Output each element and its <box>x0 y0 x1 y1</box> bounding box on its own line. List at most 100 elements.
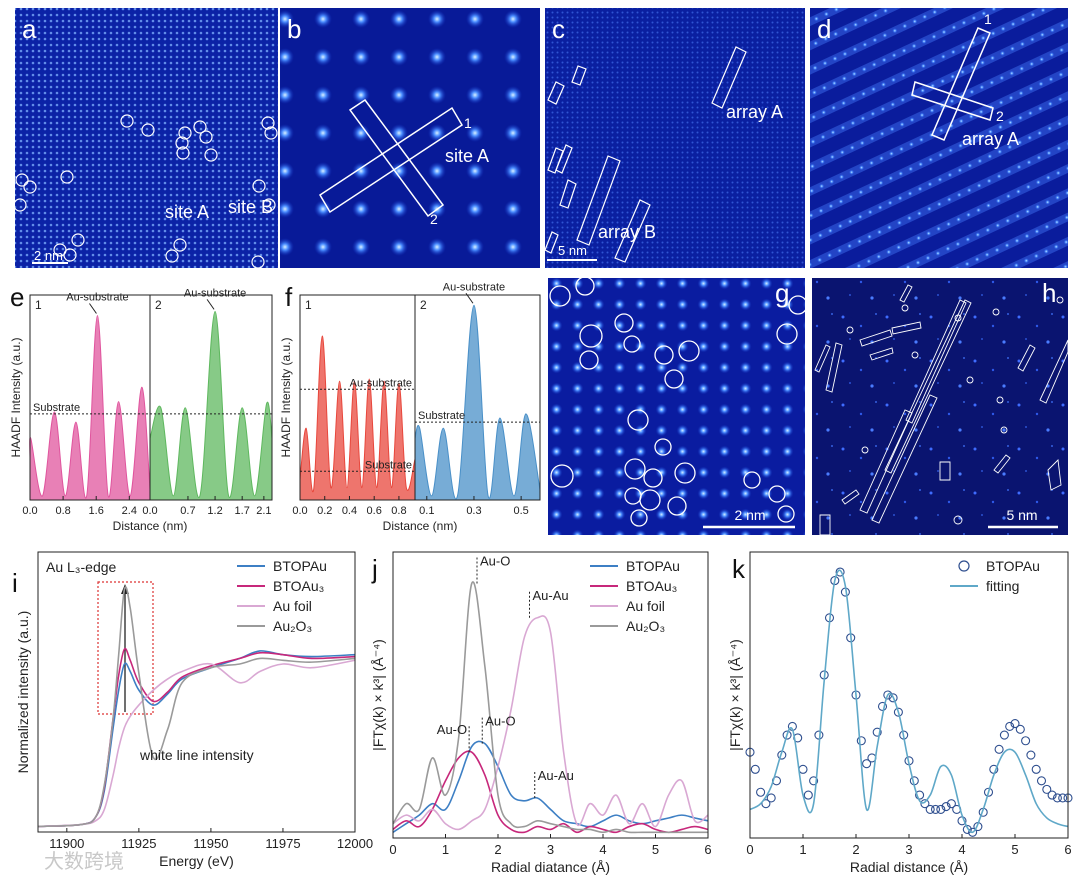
x-tick-label: 11950 <box>193 836 228 851</box>
panel-d: d 1 2 array A <box>810 8 1068 268</box>
plot-frame <box>149 294 273 501</box>
y-axis-label: Normalized intensity (a.u.) <box>15 611 31 774</box>
x-tick-label: 1.2 <box>207 505 222 517</box>
data-point <box>782 730 792 740</box>
data-point <box>1052 793 1062 803</box>
panel-label: j <box>371 554 378 584</box>
data-point <box>1031 764 1041 774</box>
data-point <box>1026 750 1036 760</box>
panel-label: c <box>552 14 565 44</box>
x-tick-label: 5 <box>652 842 659 857</box>
series-line <box>749 569 1069 834</box>
data-point <box>1021 736 1031 746</box>
y-axis-label: |FTχ(k) × k³| (Å⁻⁴) <box>727 639 743 751</box>
legend-label: Au foil <box>273 598 312 614</box>
panel-c: c array A array B 5 nm <box>544 8 805 268</box>
annotation-arrow <box>89 303 97 314</box>
chart: 0.0 0.8 1.6 2.4 Substrate Au-substrate 1e Dista… <box>9 282 187 533</box>
x-tick-label: 12000 <box>337 836 373 851</box>
legend-label: Au₂O₃ <box>273 618 312 634</box>
data-point <box>893 707 903 717</box>
data-point <box>766 793 776 803</box>
scale-label: 5 nm <box>1006 507 1037 523</box>
panel-a: a site A site B 2 nm <box>13 8 278 269</box>
profile-area <box>149 310 273 501</box>
box-number: 2 <box>430 211 438 227</box>
annotation: Au-substrate <box>184 287 246 299</box>
legend-label: BTOAu₃ <box>626 578 677 594</box>
panel-h: h 5 nm <box>812 278 1069 536</box>
scale-label: 5 nm <box>558 243 587 258</box>
profile-boxes <box>911 27 994 141</box>
annotation: Au-Au <box>538 768 574 783</box>
array-label: array B <box>598 222 656 242</box>
chart: 11900 11925 11950 11975 12000 i Au L₃-edge whit… <box>12 551 373 869</box>
micrograph <box>15 8 278 268</box>
note: white line intensity <box>139 747 254 763</box>
reference-label: Substrate <box>365 459 412 471</box>
x-axis-label: Energy (eV) <box>159 853 234 869</box>
micrograph <box>280 8 540 268</box>
data-point <box>856 736 866 746</box>
data-point <box>936 804 946 814</box>
annotation: Au-O <box>480 553 510 568</box>
profile-area <box>29 314 151 501</box>
data-point <box>983 787 994 797</box>
data-point <box>1015 724 1025 734</box>
legend-label: BTOPAu <box>273 558 327 574</box>
annotation: Au-O <box>485 714 515 729</box>
x-tick-label: 3 <box>547 842 554 857</box>
data-point <box>994 744 1004 754</box>
x-tick-label: 0.0 <box>142 505 157 517</box>
series-line <box>37 659 356 828</box>
panel-g: g 2 nm <box>548 276 808 535</box>
x-tick-label: 0.0 <box>292 505 307 517</box>
x-axis-label: Distance (nm) <box>113 519 188 533</box>
x-tick-label: 6 <box>704 842 711 857</box>
reference-label: Substrate <box>33 402 80 414</box>
x-tick-label: 0.2 <box>317 505 332 517</box>
site-circles <box>549 276 808 527</box>
annotation-arrow <box>465 292 474 304</box>
data-point <box>756 787 766 797</box>
x-tick-label: 4 <box>958 842 965 857</box>
box-number: 1 <box>984 11 992 27</box>
annotation: Au-Au <box>533 588 569 603</box>
x-tick-label: 2.4 <box>122 505 137 517</box>
x-tick-label: 4 <box>599 842 606 857</box>
data-point <box>888 693 898 703</box>
annotation: Au-substrate <box>443 281 505 293</box>
profile-area <box>299 335 416 501</box>
subpanel-label: 2 <box>420 298 427 312</box>
x-tick-label: 1 <box>442 842 449 857</box>
site-circles <box>13 114 278 269</box>
watermark: 大数跨境 <box>44 850 124 873</box>
legend-label: Au foil <box>626 598 665 614</box>
scale-label: 2 nm <box>734 507 765 523</box>
subpanel-label: 2 <box>155 298 162 312</box>
x-axis-label: Radial diatance (Å) <box>491 859 610 875</box>
annotation: Au-O <box>437 722 467 737</box>
plot-frame <box>414 294 541 501</box>
legend-label: BTOPAu <box>626 558 680 574</box>
x-tick-label: 0 <box>746 842 753 857</box>
data-point <box>1005 721 1015 732</box>
x-tick-label: 11900 <box>49 836 84 851</box>
panel-label: b <box>287 14 301 44</box>
plot-frame <box>37 551 356 833</box>
data-point <box>1047 790 1057 800</box>
micrograph <box>548 278 805 535</box>
x-axis-label: Radial distance (Å) <box>850 859 968 875</box>
data-point <box>761 799 771 809</box>
x-tick-label: 0.8 <box>55 505 70 517</box>
array-label: array A <box>726 102 783 122</box>
x-tick-label: 0.6 <box>367 505 382 517</box>
x-tick-label: 0.7 <box>180 505 195 517</box>
legend-label: BTOAu₃ <box>273 578 324 594</box>
highlight-box <box>97 581 154 715</box>
y-axis-label: HAADF Intensity (a.u.) <box>279 337 293 457</box>
panel-label: g <box>775 278 789 308</box>
data-point <box>835 567 845 577</box>
data-point <box>1042 784 1052 794</box>
